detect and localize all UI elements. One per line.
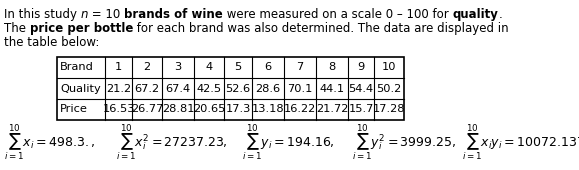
- Bar: [57, 57, 404, 120]
- Text: 17.28: 17.28: [373, 105, 405, 115]
- Text: 21.72: 21.72: [316, 105, 348, 115]
- Text: In this study: In this study: [4, 8, 80, 21]
- Text: $\sum_{i=1}^{10}y_i= 194.16,$: $\sum_{i=1}^{10}y_i= 194.16,$: [242, 123, 335, 163]
- Text: 26.77: 26.77: [131, 105, 163, 115]
- Text: 3: 3: [174, 63, 182, 72]
- Text: The: The: [4, 22, 30, 35]
- Text: 21.2: 21.2: [106, 83, 131, 94]
- Text: 52.6: 52.6: [225, 83, 251, 94]
- Text: 28.81: 28.81: [162, 105, 194, 115]
- Text: 67.2: 67.2: [134, 83, 160, 94]
- Text: 6: 6: [265, 63, 272, 72]
- Text: 16.53: 16.53: [102, 105, 135, 115]
- Text: Quality: Quality: [60, 83, 101, 94]
- Text: quality: quality: [453, 8, 499, 21]
- Text: 42.5: 42.5: [196, 83, 222, 94]
- Text: brands of wine: brands of wine: [124, 8, 223, 21]
- Text: 70.1: 70.1: [287, 83, 313, 94]
- Text: 16.22: 16.22: [284, 105, 316, 115]
- Text: were measured on a scale 0 – 100 for: were measured on a scale 0 – 100 for: [223, 8, 453, 21]
- Text: 20.65: 20.65: [193, 105, 225, 115]
- Text: 10: 10: [382, 63, 396, 72]
- Text: 1: 1: [115, 63, 122, 72]
- Text: 28.6: 28.6: [255, 83, 281, 94]
- Text: 50.2: 50.2: [376, 83, 402, 94]
- Text: 67.4: 67.4: [166, 83, 190, 94]
- Text: Price: Price: [60, 105, 88, 115]
- Text: 13.18: 13.18: [252, 105, 284, 115]
- Text: 2: 2: [144, 63, 151, 72]
- Text: price per bottle: price per bottle: [30, 22, 133, 35]
- Text: 15.7: 15.7: [349, 105, 373, 115]
- Text: for each brand was also determined. The data are displayed in: for each brand was also determined. The …: [133, 22, 509, 35]
- Text: 9: 9: [357, 63, 365, 72]
- Text: .: .: [499, 8, 502, 21]
- Text: = 10: = 10: [88, 8, 124, 21]
- Text: $\sum_{i=1}^{10}x_i=498.3.,$: $\sum_{i=1}^{10}x_i=498.3.,$: [4, 123, 95, 163]
- Text: 8: 8: [328, 63, 336, 72]
- Text: 54.4: 54.4: [349, 83, 373, 94]
- Text: 4: 4: [206, 63, 212, 72]
- Text: 7: 7: [296, 63, 303, 72]
- Text: 44.1: 44.1: [320, 83, 345, 94]
- Text: $\sum_{i=1}^{10}y_i^2=3999.25,$: $\sum_{i=1}^{10}y_i^2=3999.25,$: [352, 123, 456, 163]
- Text: n: n: [80, 8, 88, 21]
- Text: $\sum_{i=1}^{10}x_iy_i= 10072.137$: $\sum_{i=1}^{10}x_iy_i= 10072.137$: [462, 123, 579, 163]
- Text: 17.3: 17.3: [225, 105, 251, 115]
- Text: the table below:: the table below:: [4, 36, 100, 49]
- Text: Brand: Brand: [60, 63, 94, 72]
- Text: 5: 5: [234, 63, 241, 72]
- Text: $\sum_{i=1}^{10}x_i^2=27237.23,$: $\sum_{i=1}^{10}x_i^2=27237.23,$: [116, 123, 228, 163]
